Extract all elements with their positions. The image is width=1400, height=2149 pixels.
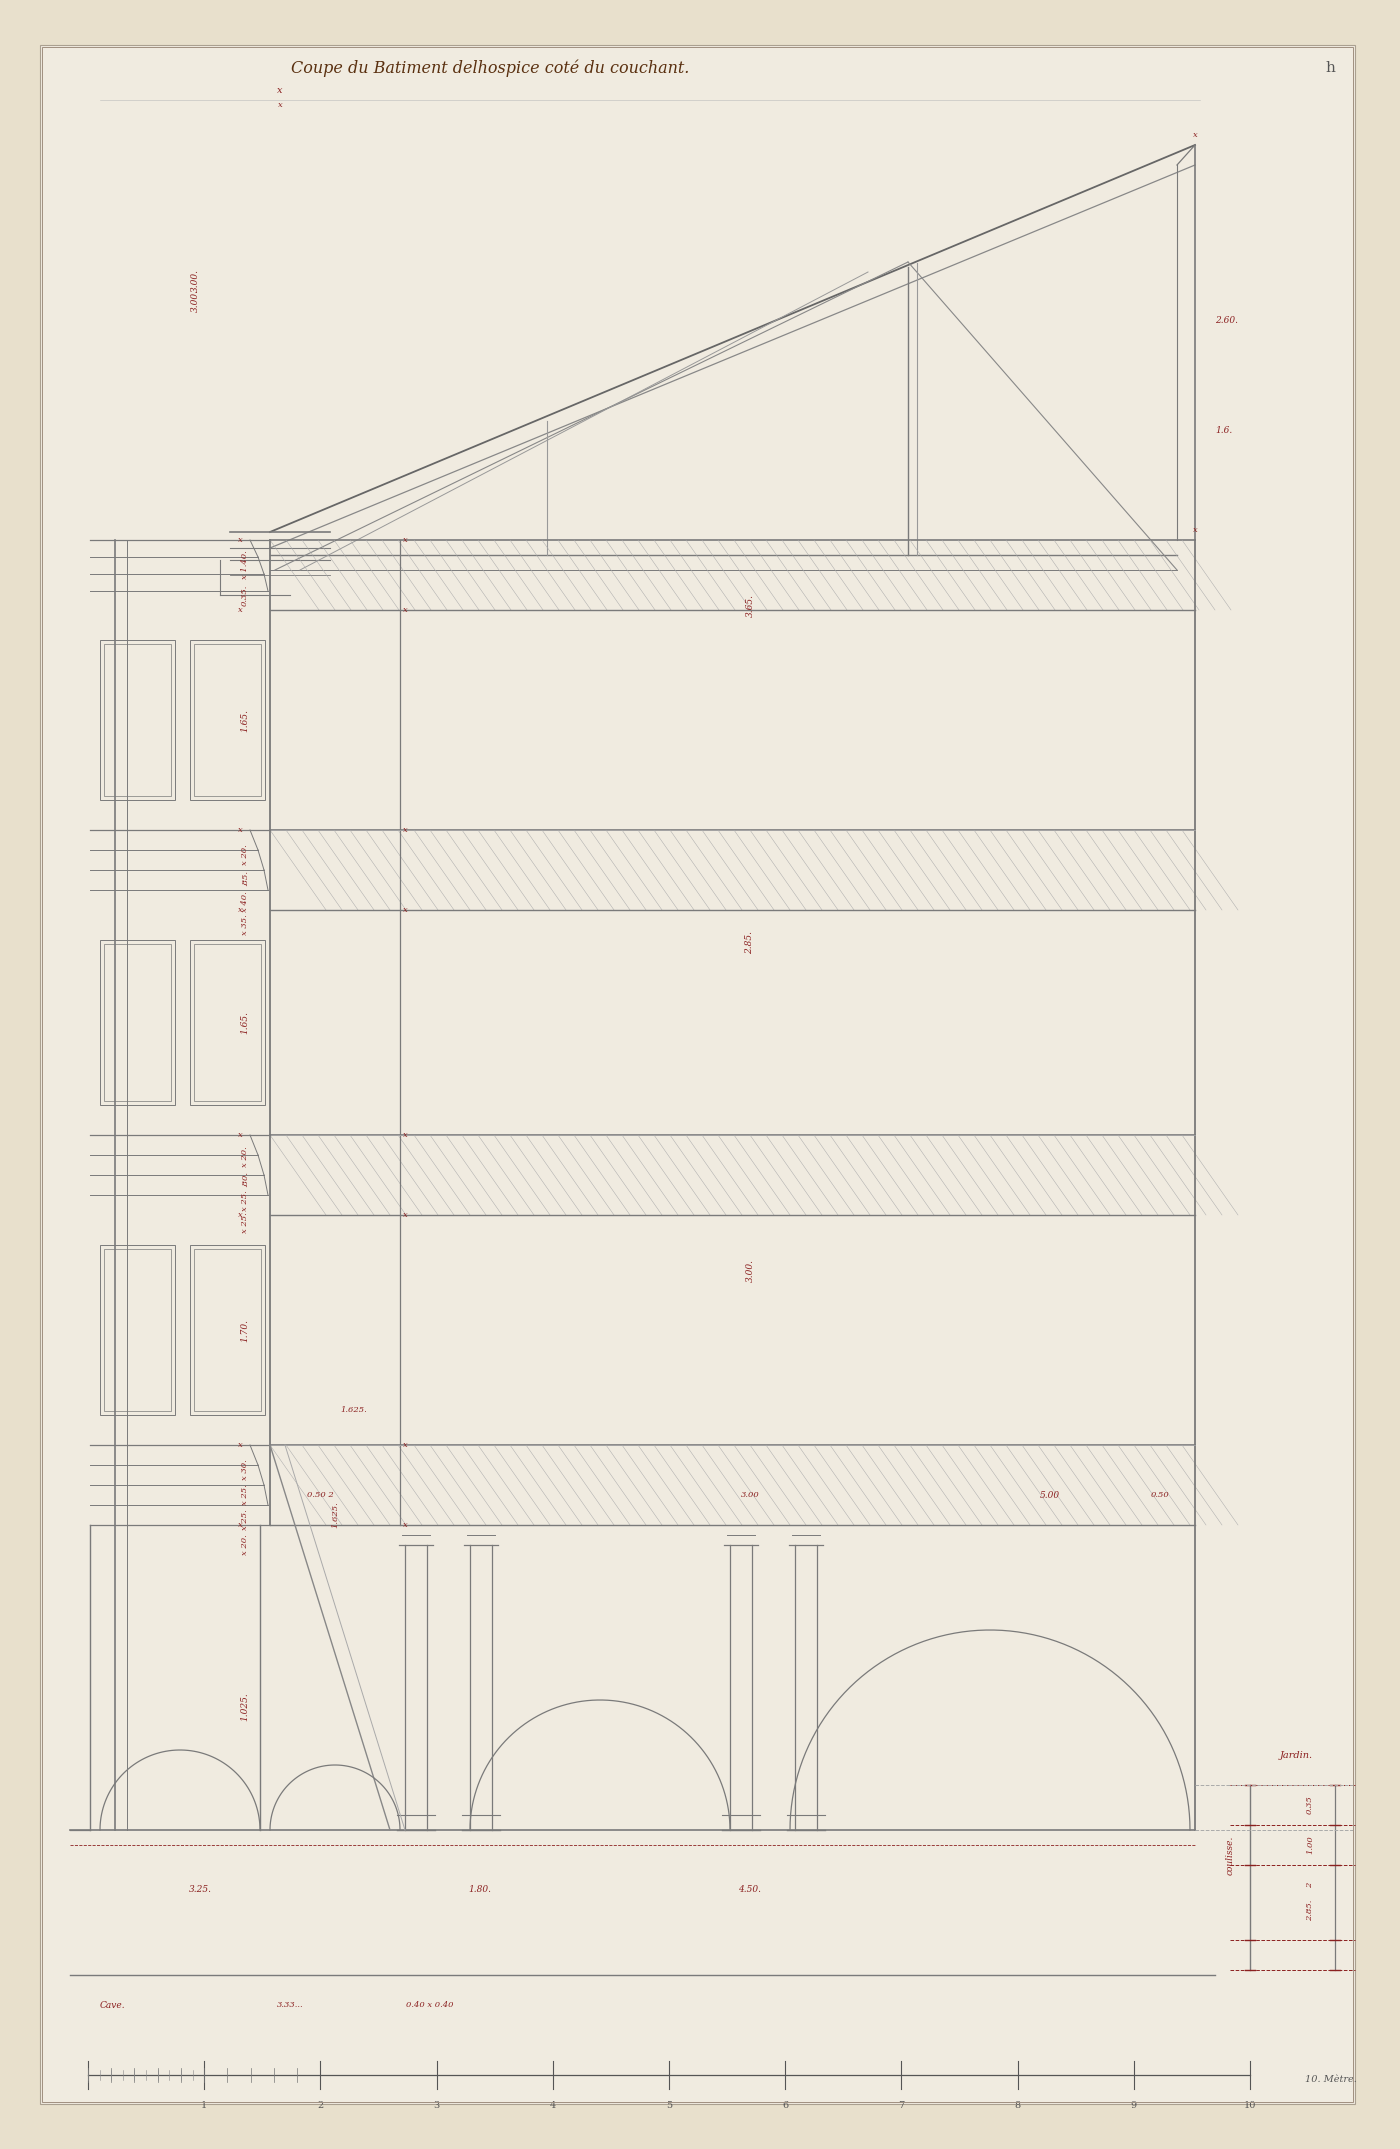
Text: 2: 2: [1306, 1883, 1315, 1887]
Text: x: x: [403, 907, 407, 913]
Text: 0.35.: 0.35.: [241, 585, 249, 606]
Text: 3.33...: 3.33...: [277, 2001, 304, 2009]
Text: 3.65.: 3.65.: [745, 593, 755, 617]
Text: 3: 3: [434, 2100, 440, 2110]
Text: 5.00: 5.00: [1040, 1491, 1060, 1500]
Text: x 25.: x 25.: [241, 1191, 249, 1212]
Text: 1.70.: 1.70.: [241, 1319, 249, 1341]
Text: Cave.: Cave.: [99, 2001, 126, 2009]
Bar: [190, 640, 265, 799]
Text: x: x: [238, 1130, 242, 1139]
Text: 1.625.: 1.625.: [330, 1502, 339, 1528]
Text: x: x: [403, 1521, 407, 1528]
Text: 3.00.: 3.00.: [190, 288, 199, 312]
Text: Coupe du Batiment delhospice coté du couchant.: Coupe du Batiment delhospice coté du cou…: [291, 60, 689, 77]
Text: x: x: [1193, 131, 1197, 140]
Text: 1.025.: 1.025.: [241, 1693, 249, 1721]
Text: 1.65.: 1.65.: [241, 1010, 249, 1034]
Text: .85.: .85.: [241, 870, 249, 885]
Text: x: x: [403, 1130, 407, 1139]
Text: x 25.: x 25.: [241, 1212, 249, 1234]
Text: x: x: [1193, 527, 1197, 533]
Text: Jardin.: Jardin.: [1280, 1751, 1313, 1760]
Text: x: x: [238, 535, 242, 544]
Text: 5: 5: [666, 2100, 672, 2110]
Text: x: x: [277, 101, 283, 110]
Text: x: x: [403, 606, 407, 615]
Text: 10. Mètre.: 10. Mètre.: [1305, 2076, 1357, 2085]
Text: x: x: [238, 606, 242, 615]
Text: 7: 7: [899, 2100, 904, 2110]
Text: x: x: [403, 1212, 407, 1218]
Text: 9: 9: [1131, 2100, 1137, 2110]
Text: 1.6.: 1.6.: [1215, 426, 1232, 434]
Text: x 20.: x 20.: [241, 1148, 249, 1167]
Text: 0.35: 0.35: [1306, 1797, 1315, 1814]
Text: x 40.: x 40.: [241, 892, 249, 913]
Text: x: x: [238, 1442, 242, 1448]
Bar: [195, 943, 260, 1100]
Bar: [99, 1244, 175, 1414]
Text: 6: 6: [783, 2100, 788, 2110]
Bar: [195, 645, 260, 795]
Text: 8: 8: [1015, 2100, 1021, 2110]
Text: 3.00.: 3.00.: [745, 1259, 755, 1281]
Text: x 25.: x 25.: [241, 1485, 249, 1506]
Text: 2.85.: 2.85.: [1306, 1900, 1315, 1921]
Text: 2.85.: 2.85.: [745, 931, 755, 954]
Bar: [99, 939, 175, 1105]
Text: x 1.40.: x 1.40.: [241, 550, 249, 580]
Text: 1.65.: 1.65.: [241, 709, 249, 731]
Text: 1.625.: 1.625.: [340, 1405, 367, 1414]
Text: h: h: [1324, 60, 1336, 75]
Text: 0.50 2: 0.50 2: [307, 1491, 333, 1500]
Text: x: x: [238, 1521, 242, 1528]
Text: 1.00: 1.00: [1306, 1835, 1315, 1855]
Text: x 25.: x 25.: [241, 1509, 249, 1530]
Text: x: x: [238, 825, 242, 834]
Text: 3.00: 3.00: [741, 1491, 759, 1500]
Text: x 20.: x 20.: [241, 1534, 249, 1556]
Bar: [104, 943, 171, 1100]
Bar: [104, 1249, 171, 1412]
Bar: [190, 939, 265, 1105]
Text: x: x: [403, 535, 407, 544]
Text: .80.: .80.: [241, 1171, 249, 1186]
Text: x: x: [238, 907, 242, 913]
Text: 1.80.: 1.80.: [469, 1885, 491, 1895]
Text: x: x: [277, 86, 283, 95]
Text: 2: 2: [318, 2100, 323, 2110]
Text: 3.25.: 3.25.: [189, 1885, 211, 1895]
Text: 10: 10: [1243, 2100, 1256, 2110]
Text: 0.50: 0.50: [1151, 1491, 1169, 1500]
Text: 3.00.: 3.00.: [190, 269, 199, 292]
Text: x 35.: x 35.: [241, 915, 249, 935]
Text: 1: 1: [202, 2100, 207, 2110]
Bar: [190, 1244, 265, 1414]
Text: x: x: [403, 825, 407, 834]
Bar: [195, 1249, 260, 1412]
Text: 2.60.: 2.60.: [1215, 316, 1238, 324]
Text: x 30.: x 30.: [241, 1459, 249, 1481]
Text: x: x: [238, 1212, 242, 1218]
Text: x 20.: x 20.: [241, 845, 249, 866]
Text: coulisse.: coulisse.: [1225, 1835, 1235, 1874]
Text: 4: 4: [550, 2100, 556, 2110]
Text: 4.50.: 4.50.: [739, 1885, 762, 1895]
Text: 0.40 x 0.40: 0.40 x 0.40: [406, 2001, 454, 2009]
Bar: [104, 645, 171, 795]
Bar: [99, 640, 175, 799]
Text: x: x: [403, 1442, 407, 1448]
